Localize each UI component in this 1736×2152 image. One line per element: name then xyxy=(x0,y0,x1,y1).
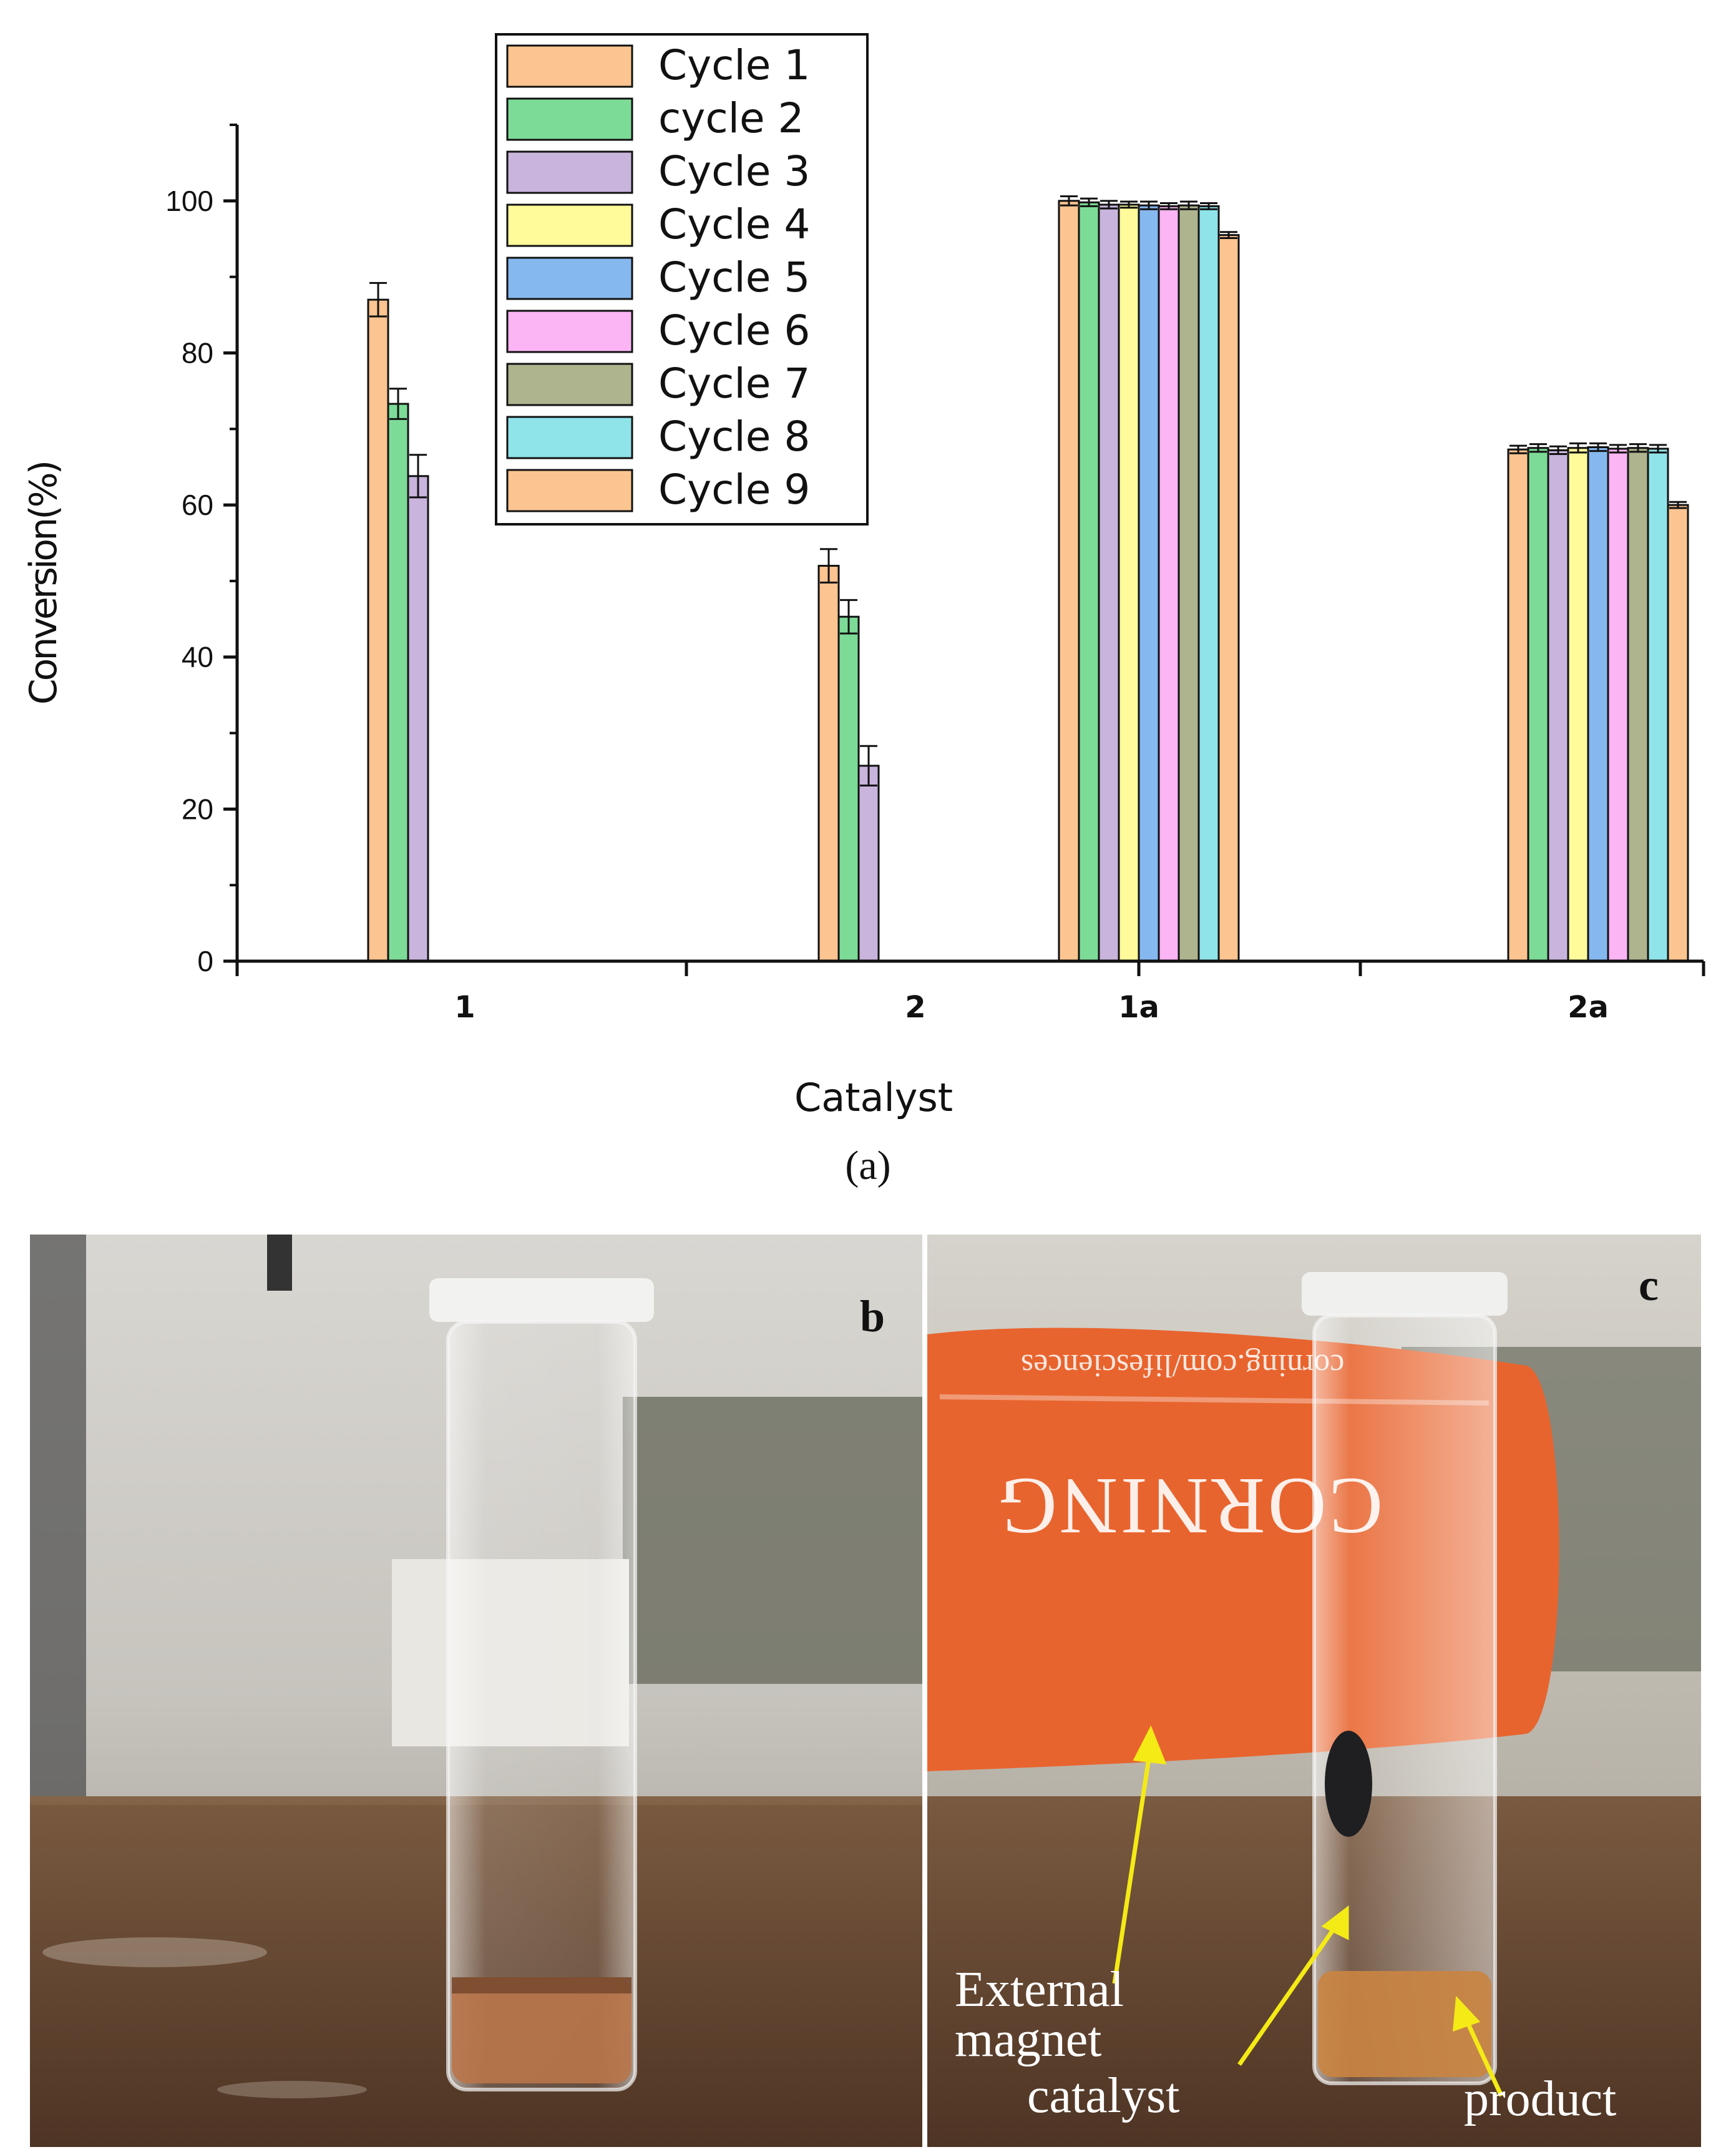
annotation-external-line1: External xyxy=(955,1962,1124,2017)
y-tick-label: 60 xyxy=(182,489,213,521)
bar-cycle-7-cat-1a xyxy=(1178,204,1200,962)
legend-entry-label: Cycle 8 xyxy=(658,413,810,461)
bar-cycle-1-cat-2a xyxy=(1507,448,1529,962)
legend-entry-label: Cycle 6 xyxy=(658,306,810,355)
legend-swatch xyxy=(506,97,633,141)
annotation-external-magnet: External magnet xyxy=(955,1965,1124,2065)
y-tick-label: 80 xyxy=(182,336,213,369)
bar-cycle-4-cat-2a xyxy=(1567,447,1589,962)
annotation-catalyst: catalyst xyxy=(1027,2068,1180,2123)
bar-cycle-8-cat-2a xyxy=(1647,448,1669,962)
bar-cycle-1-cat-2 xyxy=(817,565,840,962)
x-tick-label: 1 xyxy=(454,990,475,1025)
annotation-external-line2: magnet xyxy=(955,2012,1102,2067)
bar-cycle-3-cat-2 xyxy=(857,765,880,962)
legend-entry-label: Cycle 3 xyxy=(658,147,810,195)
magnet-url-text: corning.com/lifesciences xyxy=(1021,1347,1345,1383)
legend-entry-label: Cycle 1 xyxy=(658,41,810,89)
axes: 0 20 40 60 80 100 1 2 1a 2a xyxy=(165,124,1705,1025)
vial-cap-b xyxy=(429,1278,654,1322)
bar-cycle-3-cat-2a xyxy=(1547,449,1569,962)
x-tick-label: 2 xyxy=(905,990,925,1025)
y-tick-label: 20 xyxy=(182,793,213,825)
bar-cycle-4-cat-1a xyxy=(1118,203,1140,962)
legend-entry-label: Cycle 4 xyxy=(658,200,810,248)
y-tick-label: 40 xyxy=(182,641,213,673)
legend-entry-label: Cycle 5 xyxy=(658,253,810,301)
bar-cycle-3-cat-1 xyxy=(407,475,429,962)
bar-cycle-3-cat-1a xyxy=(1098,203,1120,962)
x-axis-title: Catalyst xyxy=(794,1075,953,1120)
legend-entry-label: cycle 2 xyxy=(658,94,804,142)
magnet-brand-text: CORNING xyxy=(996,1461,1383,1551)
legend-entry-label: Cycle 9 xyxy=(658,466,810,514)
bar-cycle-9-cat-1a xyxy=(1217,234,1240,962)
bar-cycle-8-cat-1a xyxy=(1197,205,1220,962)
legend-swatch xyxy=(506,257,633,300)
legend-swatch xyxy=(506,469,633,512)
bar-cycle-5-cat-1a xyxy=(1138,204,1160,962)
legend-entry-label: Cycle 7 xyxy=(658,359,810,408)
legend: Cycle 1 cycle 2 Cycle 3 Cycle 4 Cycle 5 Cycle… xyxy=(495,33,869,526)
conversion-bar-chart: 0 20 40 60 80 100 1 2 1a 2a Conversion(%) Catalys… xyxy=(22,33,1705,1120)
bar-cycle-6-cat-1a xyxy=(1158,205,1180,962)
bar-cycle-2-cat-2 xyxy=(837,615,860,962)
bar-cycle-7-cat-2a xyxy=(1627,447,1649,962)
bar-cycle-1-cat-1a xyxy=(1058,200,1080,962)
y-axis-title: Conversion(%) xyxy=(22,462,66,705)
legend-swatch xyxy=(506,416,633,459)
bar-cycle-2-cat-1 xyxy=(387,403,409,962)
bar-cycle-5-cat-2a xyxy=(1587,446,1609,962)
bar-cycle-1-cat-1 xyxy=(367,298,389,962)
legend-swatch xyxy=(506,203,633,247)
panel-b-label: b xyxy=(860,1291,885,1341)
legend-swatch xyxy=(506,310,633,353)
legend-swatch xyxy=(506,363,633,406)
x-tick-label: 1a xyxy=(1118,990,1159,1025)
x-tick-label: 2a xyxy=(1568,990,1609,1025)
legend-swatch xyxy=(506,44,633,88)
bar-cycle-9-cat-2a xyxy=(1667,504,1689,962)
bars xyxy=(367,195,1689,962)
y-tick-label: 100 xyxy=(165,185,213,217)
photo-panel-b: b xyxy=(30,1235,922,2147)
photo-panel-c: c CORNING corning.com/lifesciences Exter… xyxy=(927,1235,1701,2147)
catalyst-blob xyxy=(1325,1731,1372,1837)
bar-cycle-2-cat-1a xyxy=(1078,201,1100,962)
bar-cycle-2-cat-2a xyxy=(1527,447,1549,962)
y-tick-label: 0 xyxy=(197,945,213,977)
panel-a-caption: (a) xyxy=(845,1143,891,1188)
panel-c-label: c xyxy=(1639,1260,1659,1310)
legend-swatch xyxy=(506,150,633,194)
bar-cycle-6-cat-2a xyxy=(1607,448,1629,962)
annotation-product: product xyxy=(1464,2071,1617,2126)
